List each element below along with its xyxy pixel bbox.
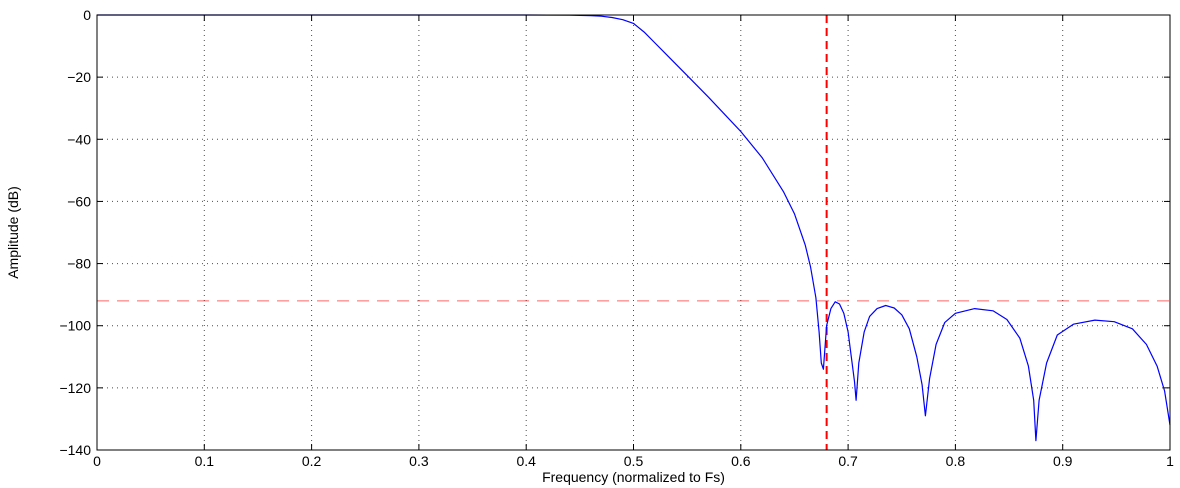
grid bbox=[97, 15, 1170, 450]
y-tick-label: −60 bbox=[67, 193, 91, 209]
reference-lines bbox=[97, 15, 1170, 450]
y-tick-label: −20 bbox=[67, 69, 91, 85]
x-tick-label: 0.9 bbox=[1053, 453, 1073, 469]
x-tick-label: 0.6 bbox=[731, 453, 751, 469]
y-axis-label: Amplitude (dB) bbox=[5, 186, 21, 279]
y-tick-label: 0 bbox=[83, 7, 91, 23]
x-tick-label: 0.3 bbox=[409, 453, 429, 469]
x-tick-label: 0 bbox=[93, 453, 101, 469]
y-tick-label: −140 bbox=[59, 442, 91, 458]
x-tick-label: 0.4 bbox=[516, 453, 536, 469]
x-tick-label: 0.8 bbox=[946, 453, 966, 469]
x-tick-label: 0.5 bbox=[624, 453, 644, 469]
x-tick-labels: 0 0.1 0.2 0.3 0.4 0.5 0.6 0.7 0.8 0.9 1 bbox=[93, 453, 1174, 469]
x-tick-label: 0.1 bbox=[195, 453, 215, 469]
y-tick-label: −120 bbox=[59, 380, 91, 396]
series-layer bbox=[97, 14, 1171, 442]
x-tick-label: 0.2 bbox=[302, 453, 322, 469]
series-line bbox=[97, 14, 1171, 442]
x-tick-label: 1 bbox=[1166, 453, 1174, 469]
x-tick-label: 0.7 bbox=[838, 453, 858, 469]
y-tick-label: −100 bbox=[59, 318, 91, 334]
ticks bbox=[96, 14, 1171, 451]
y-tick-label: −40 bbox=[67, 131, 91, 147]
x-axis-label: Frequency (normalized to Fs) bbox=[542, 469, 725, 485]
y-tick-labels: 0 −20 −40 −60 −80 −100 −120 −140 bbox=[59, 7, 91, 458]
y-tick-label: −80 bbox=[67, 256, 91, 272]
